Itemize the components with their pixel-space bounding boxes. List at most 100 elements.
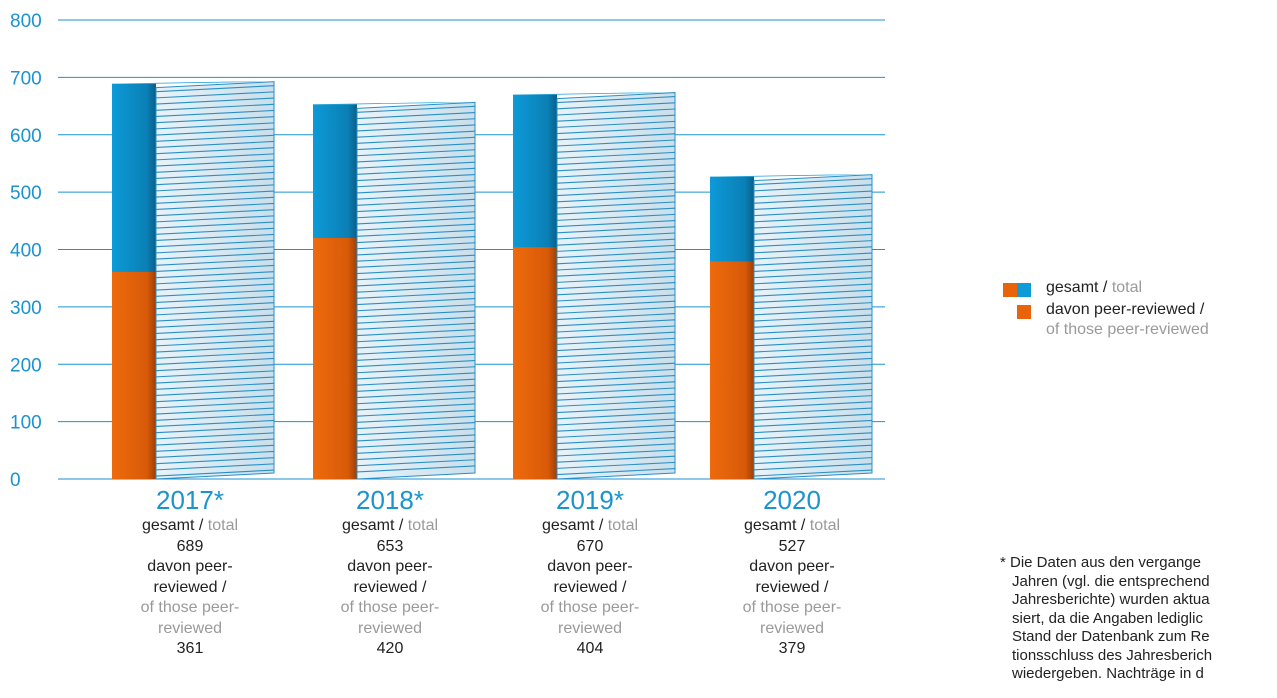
footnote-line: siert, da die Angaben lediglic: [1012, 609, 1203, 627]
paper-line: [155, 314, 275, 322]
paper-line: [356, 229, 476, 237]
paper-line: [356, 409, 476, 417]
paper-line: [753, 426, 873, 434]
paper-lines: [556, 96, 676, 476]
paper-line: [753, 289, 873, 297]
paper-line: [356, 335, 476, 343]
paper-line: [556, 176, 676, 184]
paper-line: [356, 297, 476, 306]
paper-line: [356, 366, 476, 374]
paper-line: [155, 184, 275, 192]
paper-line: [155, 215, 275, 223]
paper-line: [155, 401, 275, 409]
paper-line: [155, 326, 275, 335]
category-year: 2020: [763, 485, 821, 515]
y-tick-label: 700: [10, 68, 42, 89]
paper-line: [155, 116, 275, 124]
paper-line: [155, 240, 275, 248]
paper-line: [556, 145, 676, 153]
paper-line: [753, 395, 873, 403]
y-tick-label: 200: [10, 355, 42, 376]
paper-line: [356, 397, 476, 405]
total-label-de: gesamt /: [541, 517, 608, 534]
peer-value: 404: [576, 640, 604, 657]
paper-line: [356, 266, 476, 275]
paper-line: [753, 432, 873, 440]
paper-line: [356, 180, 476, 188]
peer-label-de: reviewed /: [755, 578, 829, 596]
paper-line: [356, 421, 476, 430]
paper-line: [155, 227, 275, 235]
peer-value: 361: [176, 640, 204, 657]
peer-label-en: reviewed: [557, 619, 623, 637]
peer-label-de: davon peer-: [547, 558, 633, 575]
paper-line: [753, 382, 873, 390]
paper-line: [556, 393, 676, 401]
peer-label-en: reviewed: [759, 619, 825, 637]
paper-line: [753, 246, 873, 254]
paper-line: [155, 426, 275, 434]
legend-total-de: gesamt /: [1046, 279, 1108, 296]
paper-line: [155, 388, 275, 397]
bar-peer-reviewed: [112, 271, 156, 479]
y-tick-label: 300: [10, 298, 42, 319]
paper-line: [155, 109, 275, 118]
paper-line: [356, 316, 476, 324]
paper-line: [556, 232, 676, 240]
y-tick-label: 500: [10, 183, 42, 204]
paper-line: [155, 171, 275, 180]
y-tick-label: 400: [10, 241, 42, 262]
paper-line: [753, 178, 873, 186]
paper-line: [155, 271, 275, 279]
legend-total-en: total: [1111, 279, 1143, 296]
paper-line: [556, 288, 676, 296]
total-label-en: total: [809, 517, 841, 534]
legend-item-peer: davon peer-reviewed / of those peer-revi…: [1003, 300, 1209, 344]
total-label-en: total: [407, 517, 439, 534]
total-value: 670: [576, 537, 604, 555]
paper-line: [155, 122, 275, 130]
paper-line: [753, 463, 873, 471]
paper-line: [155, 302, 275, 310]
paper-line: [556, 325, 676, 333]
paper-line: [556, 418, 676, 426]
paper-line: [155, 432, 275, 440]
paper-line: [155, 295, 275, 304]
paper-line: [356, 105, 476, 113]
footnote: * Die Daten aus den vergange Jahren (vgl.…: [1000, 554, 1277, 684]
paper-line: [155, 165, 275, 173]
paper-line: [753, 444, 873, 452]
peer-label-en: of those peer-: [140, 599, 240, 616]
paper-line: [356, 260, 476, 268]
peer-value: 379: [778, 640, 806, 657]
legend-item-total: gesamt / total: [1003, 278, 1209, 300]
total-label-de: gesamt /: [141, 517, 208, 534]
paper-line: [556, 449, 676, 457]
paper-line: [356, 211, 476, 219]
category-label-block: 2018* gesamt / total 653 davon peer-reviewe…: [295, 486, 485, 660]
paper-line: [753, 469, 873, 477]
paper-line: [356, 415, 476, 423]
paper-line: [356, 223, 476, 231]
footnote-line: Jahresberichte) wurden aktua: [1012, 591, 1210, 608]
paper-line: [356, 173, 476, 182]
paper-line: [556, 213, 676, 221]
paper-line: [556, 220, 676, 228]
y-tick-label: 600: [10, 126, 42, 147]
paper-line: [356, 403, 476, 411]
paper-line: [155, 246, 275, 254]
paper-line: [155, 419, 275, 428]
paper-line: [556, 306, 676, 314]
y-tick-label: 100: [10, 413, 42, 434]
y-tick-label: 800: [10, 11, 42, 32]
paper-line: [155, 413, 275, 421]
paper-line: [356, 465, 476, 473]
paper-line: [556, 331, 676, 339]
paper-line: [356, 279, 476, 287]
paper-line: [155, 134, 275, 142]
paper-line: [155, 444, 275, 452]
paper-line: [356, 384, 476, 392]
legend-peer-en: of those peer-reviewed: [1046, 321, 1209, 338]
paper-line: [155, 450, 275, 459]
paper-line: [556, 313, 676, 321]
